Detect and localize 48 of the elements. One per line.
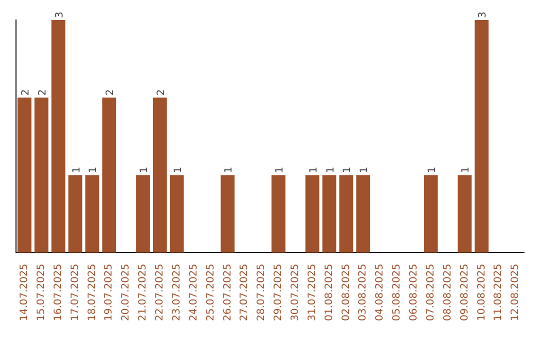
x-tick-label: 15.07.2025 xyxy=(36,264,47,322)
data-label: 3 xyxy=(478,12,489,18)
x-tick-label: 14.07.2025 xyxy=(19,264,30,322)
data-label: 1 xyxy=(426,166,438,174)
data-label: 2 xyxy=(37,89,48,96)
x-tick-label: 27.07.2025 xyxy=(239,264,250,322)
x-tick-label: 07.08.2025 xyxy=(425,264,436,322)
x-tick-label: 04.08.2025 xyxy=(374,264,386,322)
x-tick-label: 30.07.2025 xyxy=(290,264,301,322)
data-label: 1 xyxy=(88,166,100,174)
x-tick-label: 12.08.2025 xyxy=(510,264,522,322)
x-tick-label: 06.08.2025 xyxy=(408,264,420,322)
x-tick-label: 08.08.2025 xyxy=(442,264,454,322)
data-label: 2 xyxy=(156,89,167,96)
data-label: 1 xyxy=(172,166,184,174)
x-tick-label: 23.07.2025 xyxy=(171,264,182,322)
x-tick-label: 19.07.2025 xyxy=(104,264,115,322)
data-label: 3 xyxy=(54,12,66,18)
x-tick-label: 17.07.2025 xyxy=(70,264,81,322)
data-label: 1 xyxy=(274,166,286,174)
x-tick-label: 21.07.2025 xyxy=(138,264,149,322)
x-tick-label: 24.07.2025 xyxy=(188,264,200,322)
data-label: 1 xyxy=(71,166,82,174)
x-tick-label: 20.07.2025 xyxy=(120,264,132,322)
x-tick-label: 10.08.2025 xyxy=(476,264,488,322)
data-label: 2 xyxy=(20,89,32,96)
x-tick-label: 11.08.2025 xyxy=(493,264,504,322)
x-tick-label: 28.07.2025 xyxy=(256,264,268,322)
x-tick-label: 09.08.2025 xyxy=(459,264,470,322)
x-tick-label: 29.07.2025 xyxy=(273,264,284,322)
data-label: 1 xyxy=(460,166,472,174)
x-tick-label: 02.08.2025 xyxy=(340,264,352,322)
data-label: 1 xyxy=(325,166,336,174)
data-label: 1 xyxy=(342,166,354,174)
x-tick-label: 18.07.2025 xyxy=(86,264,98,322)
data-label: 2 xyxy=(105,89,116,96)
x-tick-label: 16.07.2025 xyxy=(52,264,64,322)
data-label: 1 xyxy=(224,166,235,174)
data-label: 1 xyxy=(139,166,150,174)
x-tick-label: 03.08.2025 xyxy=(358,264,369,322)
x-tick-label: 22.07.2025 xyxy=(154,264,166,322)
data-label: 1 xyxy=(308,166,320,174)
x-tick-label: 25.07.2025 xyxy=(205,264,216,322)
x-tick-label: 01.08.2025 xyxy=(324,264,335,322)
data-label: 1 xyxy=(359,166,370,174)
x-tick-label: 05.08.2025 xyxy=(392,264,403,322)
x-tick-label: 26.07.2025 xyxy=(222,264,234,322)
x-tick-label: 31.07.2025 xyxy=(306,264,318,322)
